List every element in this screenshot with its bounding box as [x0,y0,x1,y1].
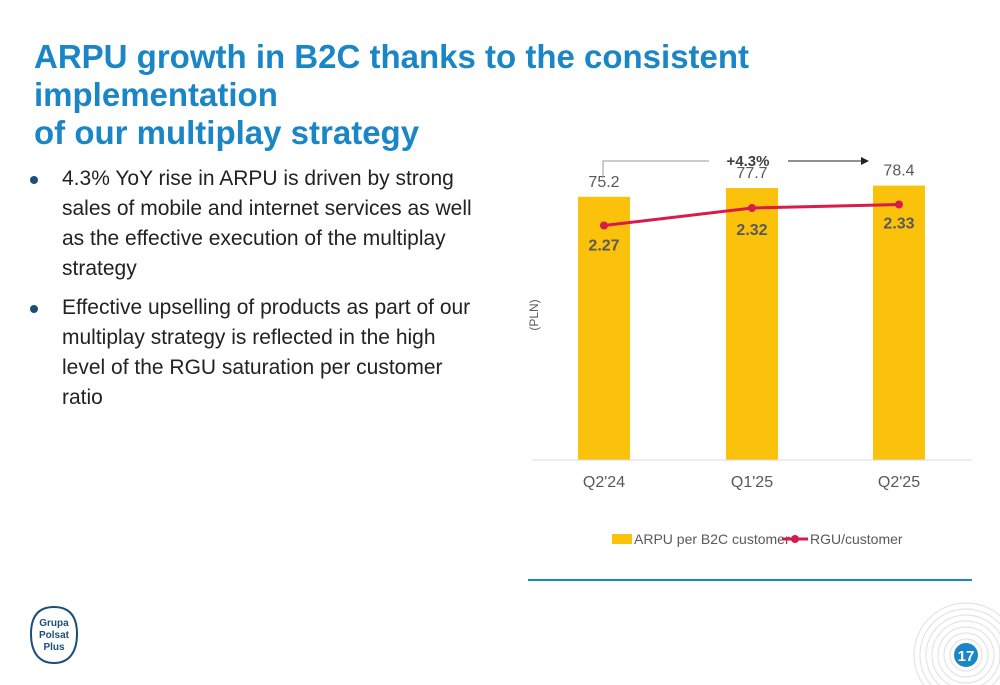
bullet-text: Effective upselling of products as part … [62,296,471,409]
bar-value-label: 77.7 [736,165,767,182]
bar-3 [873,185,925,460]
logo-text-line-2: Polsat [39,630,70,641]
logo-text-line-3: Plus [43,642,65,653]
grupa-polsat-plus-logo: Grupa Polsat Plus [29,605,79,665]
slide-title-line-1: ARPU growth in B2C thanks to the consist… [34,38,750,113]
bar-1 [578,196,630,461]
x-tick-label: Q2'24 [583,474,625,491]
rgu-point-3 [895,200,903,209]
slide-title-line-2: of our multiplay strategy [34,114,420,151]
legend-line-marker [791,535,799,543]
rgu-value-label: 2.27 [588,238,619,255]
page-corner-decoration: 17 [913,602,1000,685]
legend-bar-label: ARPU per B2C customer [634,531,790,547]
slide-title: ARPU growth in B2C thanks to the consist… [34,38,974,152]
bullet-text: 4.3% YoY rise in ARPU is driven by stron… [62,167,472,280]
rgu-value-label: 2.32 [736,222,767,239]
legend-line-label: RGU/customer [810,531,903,547]
page-number-badge [954,643,978,667]
bullet-dot-icon [30,176,38,184]
bullet-dot-icon [30,305,38,313]
y-axis-title: (PLN) [527,299,541,330]
rgu-point-2 [748,204,756,212]
logo-text-line-1: Grupa [39,618,69,629]
bar-value-label: 75.2 [588,174,619,191]
growth-annotation: +4.3% [727,153,770,170]
rgu-point-1 [600,221,608,230]
bullet-item: Effective upselling of products as part … [24,293,484,413]
concentric-rings-icon [913,602,1000,685]
bullet-item: 4.3% YoY rise in ARPU is driven by stron… [24,164,484,284]
bullet-list: 4.3% YoY rise in ARPU is driven by stron… [24,164,484,422]
x-tick-label: Q1'25 [731,474,773,491]
bar-2 [726,188,778,461]
rgu-value-label: 2.33 [883,216,914,233]
page-number: 17 [958,648,975,665]
x-tick-label: Q2'25 [878,474,920,491]
growth-bracket-line [602,160,709,178]
legend-bar-swatch [612,534,632,544]
bar-value-label: 78.4 [883,163,914,180]
